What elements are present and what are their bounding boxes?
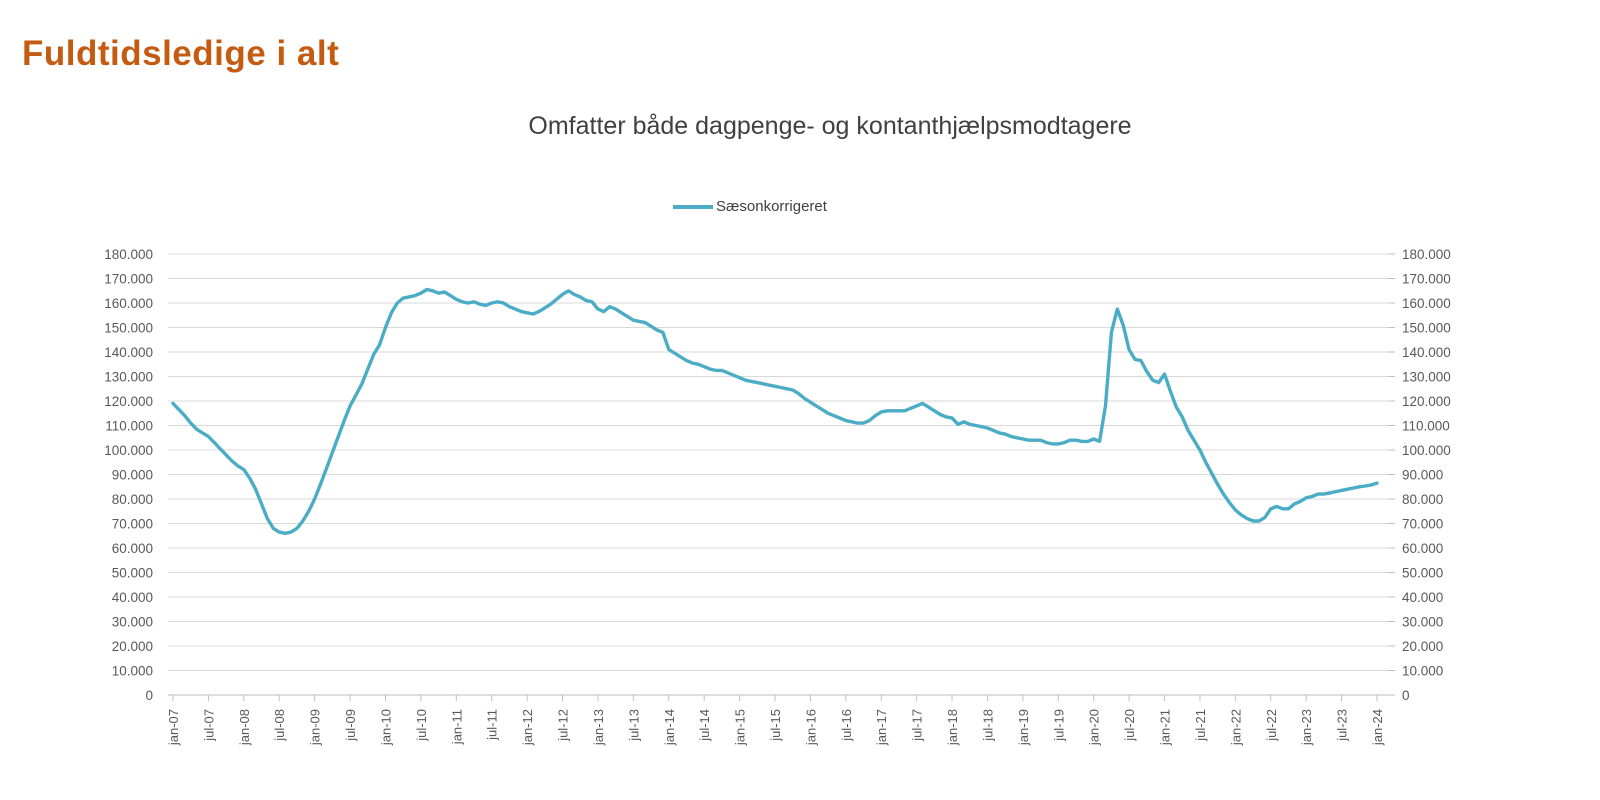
y-axis-label-left: 130.000: [104, 370, 153, 385]
y-axis-label-right: 20.000: [1402, 639, 1443, 654]
x-axis-label: jul-12: [556, 709, 571, 742]
chart-title: Omfatter både dagpenge- og kontanthjælps…: [528, 112, 1132, 140]
x-axis-label: jan-14: [662, 709, 677, 746]
legend[interactable]: Sæsonkorrigeret: [600, 198, 900, 215]
y-axis-label-right: 60.000: [1402, 541, 1443, 556]
y-axis-label-right: 110.000: [1402, 419, 1450, 434]
x-axis-label: jul-15: [768, 709, 783, 742]
x-axis-label: jul-17: [910, 709, 925, 742]
y-axis-label-left: 170.000: [104, 272, 153, 287]
x-axis-label: jan-09: [308, 709, 323, 746]
x-axis-label: jul-18: [980, 709, 995, 742]
y-axis-label-right: 180.000: [1402, 247, 1451, 262]
x-axis-label: jul-14: [697, 709, 712, 742]
y-axis-label-right: 80.000: [1402, 492, 1443, 507]
x-axis-label: jan-15: [733, 709, 748, 746]
legend-line-swatch: [673, 204, 714, 209]
x-axis-label: jan-10: [378, 709, 393, 746]
y-axis-label-right: 140.000: [1402, 345, 1451, 360]
y-axis-label-left: 50.000: [112, 566, 153, 581]
y-axis-label-left: 10.000: [112, 664, 153, 679]
y-axis-label-left: 120.000: [104, 394, 153, 409]
x-axis-label: jul-08: [272, 709, 287, 742]
x-axis-label: jul-10: [414, 709, 429, 742]
x-axis-label: jul-16: [839, 709, 854, 742]
y-axis-label-right: 130.000: [1402, 370, 1451, 385]
x-axis-label: jan-13: [591, 709, 606, 746]
x-axis-label: jul-22: [1264, 709, 1279, 742]
x-axis-label: jan-11: [449, 709, 464, 745]
y-axis-label-right: 70.000: [1402, 517, 1443, 532]
x-axis-label: jan-12: [520, 709, 535, 746]
y-axis-label-left: 150.000: [104, 321, 153, 336]
y-axis-label-right: 120.000: [1402, 394, 1451, 409]
y-axis-label-left: 140.000: [104, 345, 153, 360]
x-axis-label: jul-07: [201, 709, 216, 742]
y-axis-label-right: 30.000: [1402, 615, 1443, 630]
y-axis-label-left: 80.000: [112, 492, 153, 507]
x-axis-label: jul-13: [626, 709, 641, 742]
y-axis-label-left: 160.000: [104, 296, 153, 311]
y-axis-label-right: 100.000: [1402, 443, 1451, 458]
y-axis-label-left: 20.000: [112, 639, 153, 654]
x-axis-label: jul-23: [1335, 709, 1350, 742]
x-axis-label: jan-07: [166, 709, 181, 746]
x-axis-label: jan-23: [1299, 709, 1314, 746]
y-axis-label-right: 150.000: [1402, 321, 1451, 336]
legend-label: Sæsonkorrigeret: [716, 198, 827, 215]
y-axis-label-right: 40.000: [1402, 590, 1443, 605]
x-axis-label: jul-11: [485, 709, 500, 741]
x-axis-label: jul-20: [1122, 709, 1137, 742]
data-line-saesonkorrigeret: [171, 287, 1379, 535]
y-axis-label-left: 90.000: [112, 468, 153, 483]
y-axis-label-right: 50.000: [1402, 566, 1443, 581]
y-axis-label-right: 170.000: [1402, 272, 1451, 287]
y-axis-label-left: 100.000: [104, 443, 153, 458]
y-axis-label-right: 10.000: [1402, 664, 1443, 679]
y-axis-label-left: 180.000: [104, 247, 153, 262]
y-axis-label-right: 160.000: [1402, 296, 1451, 311]
x-axis-label: jan-19: [1016, 709, 1031, 746]
x-axis-label: jul-19: [1051, 709, 1066, 742]
x-axis-label: jan-08: [237, 709, 252, 746]
y-axis-label-left: 30.000: [112, 615, 153, 630]
x-axis-label: jan-16: [803, 709, 818, 746]
x-axis-label: jan-24: [1370, 709, 1385, 746]
y-axis-label-left: 40.000: [112, 590, 153, 605]
page-title: Fuldtidsledige i alt: [22, 34, 340, 73]
x-axis-label: jan-21: [1158, 709, 1173, 746]
y-axis-label-right: 0: [1402, 688, 1410, 703]
x-axis-label: jul-09: [343, 709, 358, 742]
y-axis-label-left: 60.000: [112, 541, 153, 556]
y-axis-label-left: 70.000: [112, 517, 153, 532]
x-axis-label: jan-20: [1087, 709, 1102, 746]
x-axis-label: jan-22: [1228, 709, 1243, 746]
x-axis-label: jan-18: [945, 709, 960, 746]
x-axis-label: jan-17: [874, 709, 889, 746]
y-axis-label-left: 110.000: [105, 419, 153, 434]
y-axis-label-right: 90.000: [1402, 468, 1443, 483]
x-axis-label: jul-21: [1193, 709, 1208, 742]
y-axis-label-left: 0: [145, 688, 153, 703]
